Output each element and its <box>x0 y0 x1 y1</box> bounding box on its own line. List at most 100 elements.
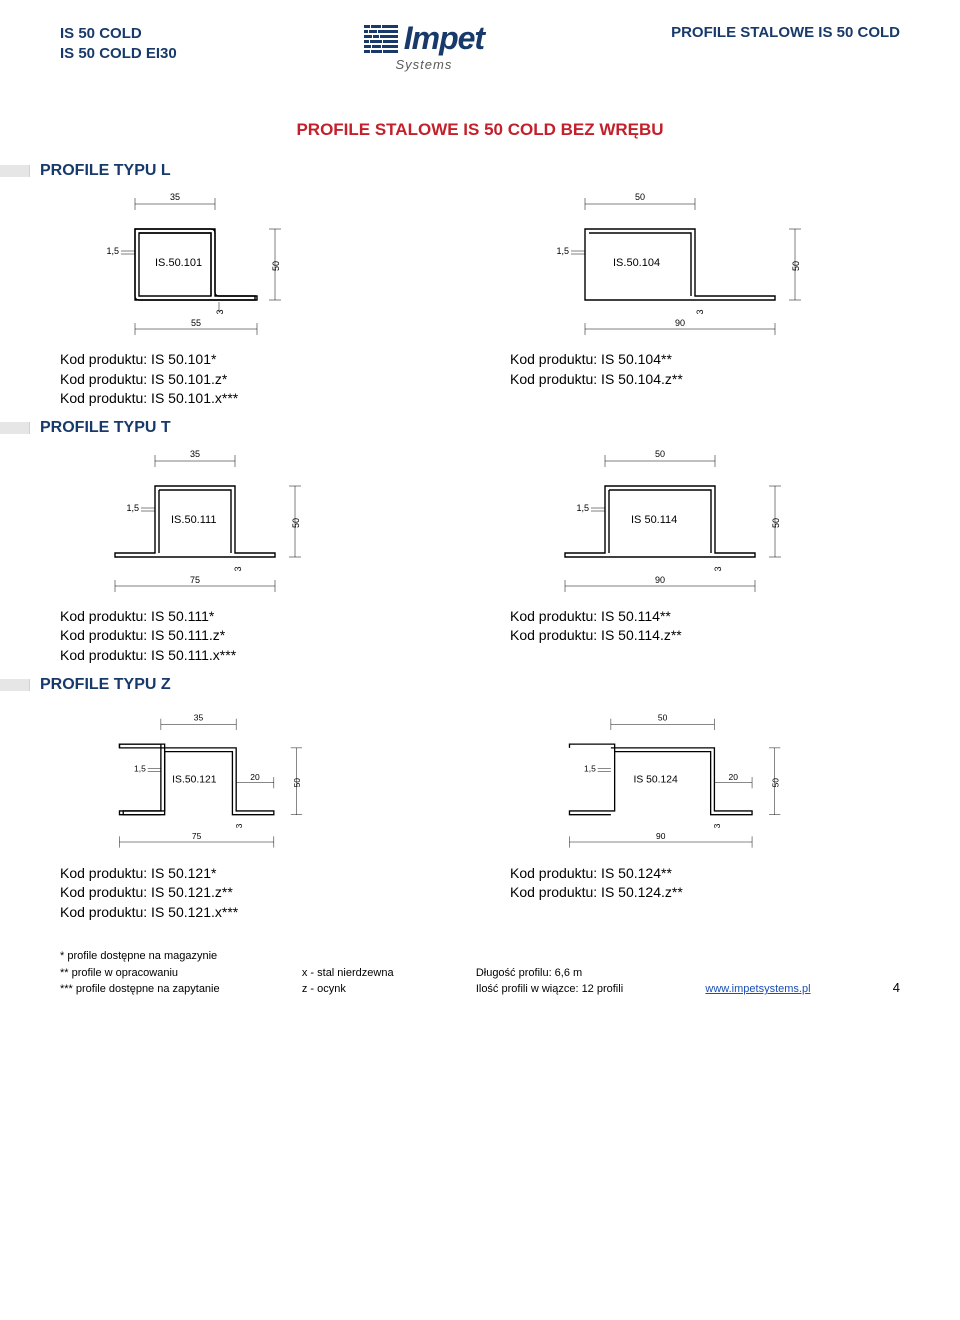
svg-text:IS.50.121: IS.50.121 <box>172 774 217 785</box>
footer-line: *** profile dostępne na zapytanie <box>60 981 220 998</box>
diagram-L-101: 35 1,5 IS.50.101 50 3 <box>60 184 450 344</box>
header-left: IS 50 COLD IS 50 COLD EI30 <box>60 20 177 63</box>
kod-line: Kod produktu: IS 50.111.z* <box>60 626 450 646</box>
section-title-row: PROFILE TYPU Z <box>60 676 900 694</box>
svg-text:IS.50.101: IS.50.101 <box>155 257 202 269</box>
footer-line: ** profile w opracowaniu <box>60 965 220 982</box>
kod-block-T-left: Kod produktu: IS 50.111* Kod produktu: I… <box>60 607 450 666</box>
kod-line: Kod produktu: IS 50.104** <box>510 350 900 370</box>
page: IS 50 COLD IS 50 COLD EI30 Impet Systems… <box>0 0 960 1008</box>
diagram-T-111: 35 1,5 IS.50.111 50 3 75 <box>60 441 450 601</box>
svg-text:50: 50 <box>770 777 780 787</box>
svg-text:50: 50 <box>791 261 801 271</box>
svg-text:IS.50.111: IS.50.111 <box>171 514 216 526</box>
svg-text:90: 90 <box>655 575 665 585</box>
kod-line: Kod produktu: IS 50.101.x*** <box>60 389 450 409</box>
header: IS 50 COLD IS 50 COLD EI30 Impet Systems… <box>60 20 900 100</box>
col-Z-right: 50 1,5 IS 50.124 20 50 3 90 Kod produktu… <box>510 698 900 923</box>
svg-text:20: 20 <box>250 771 260 781</box>
kod-line: Kod produktu: IS 50.111.x*** <box>60 646 450 666</box>
kod-block-L-left: Kod produktu: IS 50.101* Kod produktu: I… <box>60 350 450 409</box>
kod-line: Kod produktu: IS 50.114.z** <box>510 626 900 646</box>
kod-line: Kod produktu: IS 50.121* <box>60 864 450 884</box>
kod-line: Kod produktu: IS 50.101* <box>60 350 450 370</box>
section-title-row: PROFILE TYPU T <box>60 419 900 437</box>
footer-col-url: www.impetsystems.pl <box>705 981 810 998</box>
diagram-L-104: 50 1,5 IS.50.104 50 3 90 <box>510 184 900 344</box>
section-title-row: PROFILE TYPU L <box>60 162 900 180</box>
svg-text:20: 20 <box>729 771 739 781</box>
logo-bars-icon <box>364 25 398 53</box>
title-bar-icon <box>0 165 30 177</box>
kod-line: Kod produktu: IS 50.121.z** <box>60 883 450 903</box>
svg-text:IS 50.114: IS 50.114 <box>631 514 677 526</box>
logo-subtitle: Systems <box>364 57 484 72</box>
svg-text:90: 90 <box>656 831 666 841</box>
svg-text:1,5: 1,5 <box>576 503 589 513</box>
footer-line: Ilość profili w wiązce: 12 profili <box>476 981 623 998</box>
footer-col-dims: Długość profilu: 6,6 m Ilość profili w w… <box>476 965 623 998</box>
footer-line: * profile dostępne na magazynie <box>60 948 220 965</box>
section-title-L: PROFILE TYPU L <box>40 162 171 180</box>
logo: Impet Systems <box>364 20 484 72</box>
main-title: PROFILE STALOWE IS 50 COLD BEZ WRĘBU <box>60 120 900 140</box>
kod-line: Kod produktu: IS 50.111* <box>60 607 450 627</box>
footer: * profile dostępne na magazynie ** profi… <box>60 942 900 998</box>
header-line2: IS 50 COLD EI30 <box>60 44 177 64</box>
svg-text:1,5: 1,5 <box>134 763 146 773</box>
svg-text:50: 50 <box>635 192 645 202</box>
svg-text:90: 90 <box>675 318 685 328</box>
col-L-left: 35 1,5 IS.50.101 50 3 <box>60 184 450 409</box>
kod-block-L-right: Kod produktu: IS 50.104** Kod produktu: … <box>510 350 900 389</box>
kod-line: Kod produktu: IS 50.124** <box>510 864 900 884</box>
svg-text:1,5: 1,5 <box>106 246 119 256</box>
svg-text:3: 3 <box>233 566 243 571</box>
col-T-right: 50 1,5 IS 50.114 50 3 90 Kod produktu: I… <box>510 441 900 666</box>
svg-text:3: 3 <box>713 566 723 571</box>
title-bar-icon <box>0 679 30 691</box>
svg-text:50: 50 <box>771 518 781 528</box>
diagram-Z-121: 35 1,5 IS.50.121 20 50 3 75 <box>60 698 450 858</box>
section-title-Z: PROFILE TYPU Z <box>40 676 171 694</box>
svg-text:1,5: 1,5 <box>584 763 596 773</box>
kod-block-T-right: Kod produktu: IS 50.114** Kod produktu: … <box>510 607 900 646</box>
col-Z-left: 35 1,5 IS.50.121 20 50 3 75 <box>60 698 450 923</box>
logo-text: Impet <box>404 20 484 57</box>
footer-url-link[interactable]: www.impetsystems.pl <box>705 983 810 995</box>
svg-text:35: 35 <box>194 712 204 722</box>
svg-text:1,5: 1,5 <box>126 503 139 513</box>
footer-line: x - stal nierdzewna <box>302 965 394 982</box>
svg-text:50: 50 <box>291 518 301 528</box>
svg-text:75: 75 <box>190 575 200 585</box>
diagram-Z-124: 50 1,5 IS 50.124 20 50 3 90 <box>510 698 900 858</box>
title-bar-icon <box>0 422 30 434</box>
svg-text:75: 75 <box>192 831 202 841</box>
kod-line: Kod produktu: IS 50.124.z** <box>510 883 900 903</box>
svg-text:3: 3 <box>234 823 244 828</box>
svg-text:50: 50 <box>271 261 281 271</box>
svg-text:3: 3 <box>215 309 225 314</box>
svg-text:1,5: 1,5 <box>556 246 569 256</box>
kod-line: Kod produktu: IS 50.104.z** <box>510 370 900 390</box>
kod-line: Kod produktu: IS 50.101.z* <box>60 370 450 390</box>
footer-col-material: x - stal nierdzewna z - ocynk <box>302 965 394 998</box>
kod-line: Kod produktu: IS 50.121.x*** <box>60 903 450 923</box>
row-Z: 35 1,5 IS.50.121 20 50 3 75 <box>60 698 900 923</box>
kod-block-Z-left: Kod produktu: IS 50.121* Kod produktu: I… <box>60 864 450 923</box>
header-line1: IS 50 COLD <box>60 24 177 44</box>
header-right: PROFILE STALOWE IS 50 COLD <box>671 20 900 41</box>
col-L-right: 50 1,5 IS.50.104 50 3 90 Kod produktu: I… <box>510 184 900 409</box>
section-title-T: PROFILE TYPU T <box>40 419 171 437</box>
col-T-left: 35 1,5 IS.50.111 50 3 75 Kod produktu: I… <box>60 441 450 666</box>
svg-text:3: 3 <box>695 309 705 314</box>
svg-text:50: 50 <box>292 777 302 787</box>
footer-col-legend: * profile dostępne na magazynie ** profi… <box>60 948 220 998</box>
svg-text:3: 3 <box>712 823 722 828</box>
svg-text:IS.50.104: IS.50.104 <box>613 257 660 269</box>
svg-text:IS 50.124: IS 50.124 <box>633 774 678 785</box>
row-L: 35 1,5 IS.50.101 50 3 <box>60 184 900 409</box>
footer-line: z - ocynk <box>302 981 394 998</box>
svg-text:50: 50 <box>658 712 668 722</box>
kod-block-Z-right: Kod produktu: IS 50.124** Kod produktu: … <box>510 864 900 903</box>
svg-text:35: 35 <box>170 192 180 202</box>
